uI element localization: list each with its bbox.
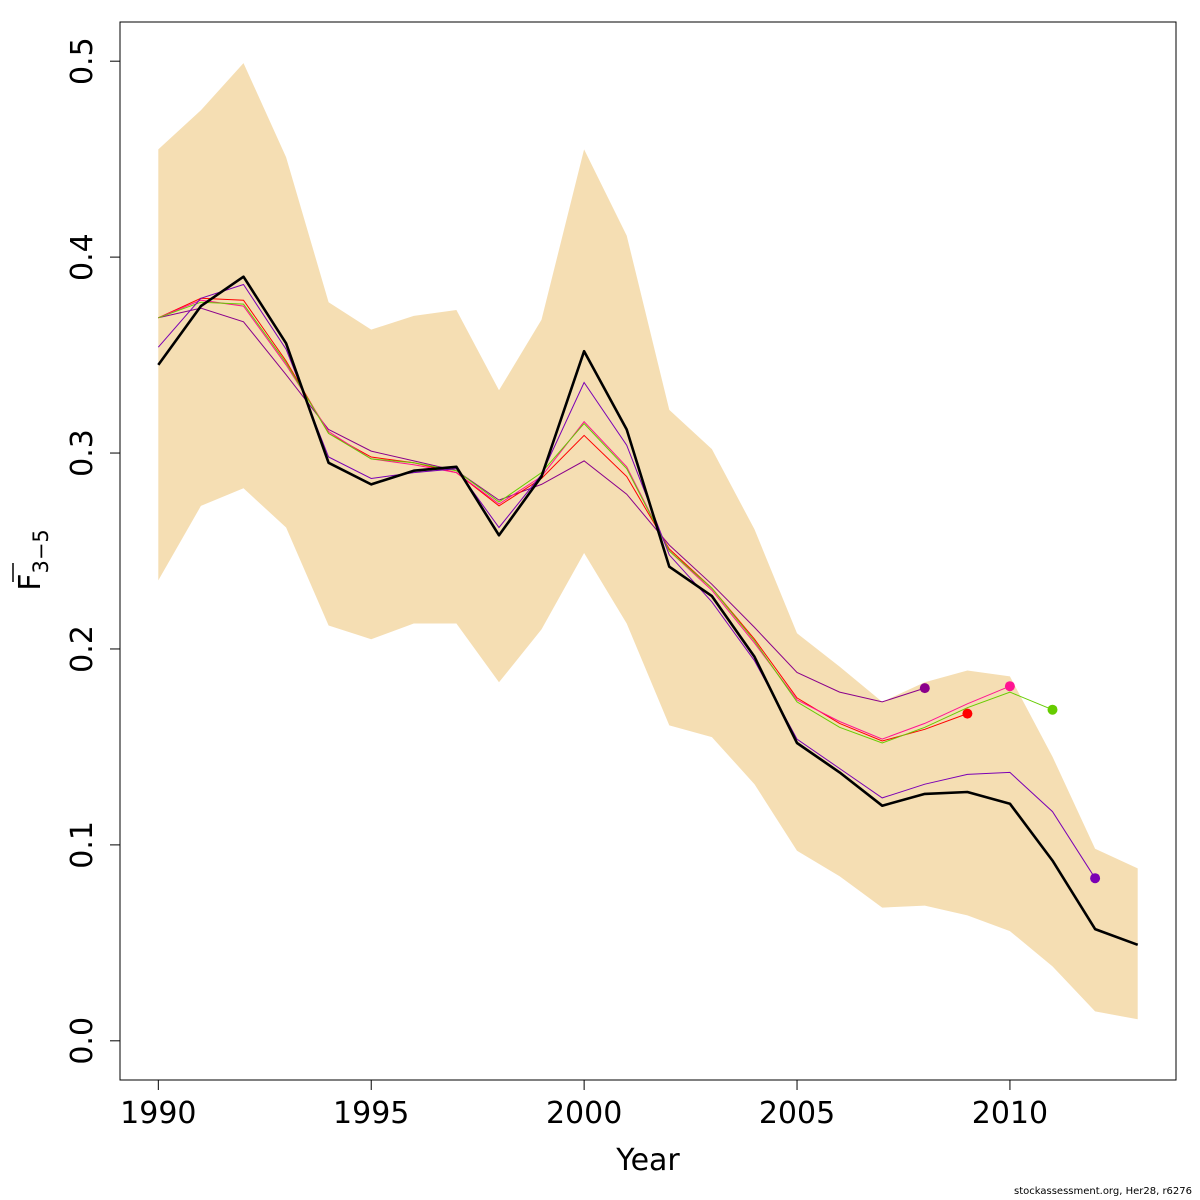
- x-tick-label-1995: 1995: [333, 1096, 409, 1131]
- retro-series-endpoint-4: [1047, 704, 1058, 715]
- confidence-band: [158, 63, 1138, 1020]
- retro-series-line-1: [158, 307, 925, 703]
- retro-series-endpoint-2: [962, 708, 973, 719]
- y-tick-label-5: 0.5: [65, 37, 100, 85]
- series-layer: [157, 275, 1139, 947]
- y-axis-title-sub: 3−5: [29, 529, 53, 573]
- credit-text: stockassessment.org, Her28, r6276: [1014, 1186, 1192, 1197]
- axes-layer: 1990 1995 2000 2005 2010 0.0 0.1 0.2 0.3 0.4 0.5: [65, 21, 1177, 1131]
- y-tick-label-3: 0.3: [65, 429, 100, 477]
- y-tick-label-0: 0.0: [65, 1017, 100, 1065]
- x-axis-title: Year: [615, 1143, 680, 1178]
- y-tick-label-1: 0.1: [65, 821, 100, 869]
- y-axis-title: F3−5: [13, 529, 53, 591]
- x-tick-label-2010: 2010: [972, 1096, 1048, 1131]
- retro-series-endpoint-1: [919, 683, 930, 694]
- main-series-line: [157, 275, 1139, 947]
- confidence-band-layer: [158, 63, 1138, 1020]
- x-tick-label-2005: 2005: [759, 1096, 835, 1131]
- y-axis-title-main: F: [13, 574, 48, 591]
- retro-series-endpoint-3: [1004, 681, 1015, 692]
- y-tick-label-4: 0.4: [65, 233, 100, 281]
- plot-frame: [119, 21, 1177, 1081]
- retro-series-line-4: [158, 301, 1053, 744]
- y-tick-label-2: 0.2: [65, 625, 100, 673]
- retro-series-endpoint-5: [1090, 873, 1101, 884]
- retro-series-line-2: [158, 297, 968, 742]
- x-tick-label-2000: 2000: [546, 1096, 622, 1131]
- x-tick-label-1990: 1990: [120, 1096, 196, 1131]
